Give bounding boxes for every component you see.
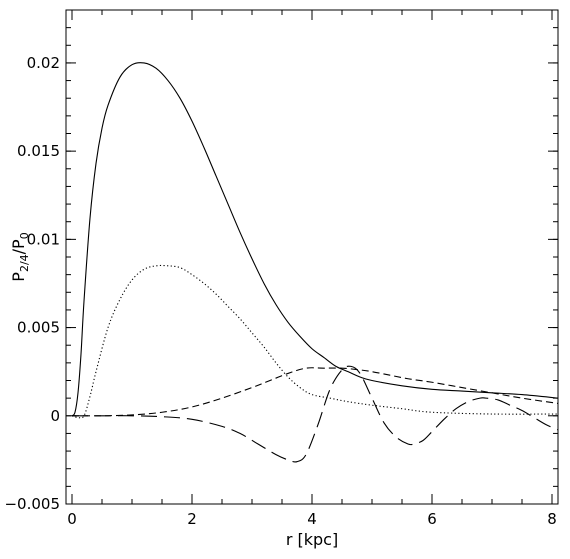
series-line-long-dashed bbox=[72, 365, 559, 463]
y-label-sub2: 0 bbox=[18, 232, 31, 239]
x-tick-label: 2 bbox=[187, 510, 197, 528]
y-tick-label: 0.015 bbox=[17, 142, 60, 160]
series-layer bbox=[71, 62, 559, 463]
series-line-solid bbox=[71, 62, 559, 417]
series-line-short-dashed bbox=[71, 367, 559, 417]
y-axis-label: P2/4/P0 bbox=[9, 232, 31, 281]
tick-labels: 0 2 4 6 8 −0.005 0 0.005 0.01 0.015 0.02 bbox=[4, 54, 556, 528]
y-tick-label: 0.005 bbox=[17, 319, 60, 337]
x-tick-label: 4 bbox=[307, 510, 317, 528]
axis-ticks bbox=[66, 9, 558, 505]
plot-frame bbox=[65, 9, 559, 505]
y-tick-label: 0 bbox=[50, 407, 60, 425]
y-label-sep: /P bbox=[9, 239, 28, 254]
y-tick-label: 0.02 bbox=[27, 54, 60, 72]
x-tick-label: 6 bbox=[427, 510, 437, 528]
x-tick-label: 8 bbox=[547, 510, 557, 528]
x-axis-label: r [kpc] bbox=[286, 530, 338, 549]
y-label-main: P bbox=[9, 272, 28, 282]
series-line-dotted bbox=[71, 264, 559, 419]
y-tick-label: 0.01 bbox=[27, 230, 60, 248]
y-label-sub1: 2/4 bbox=[18, 254, 31, 272]
x-tick-label: 0 bbox=[67, 510, 77, 528]
y-tick-label: −0.005 bbox=[4, 495, 60, 513]
